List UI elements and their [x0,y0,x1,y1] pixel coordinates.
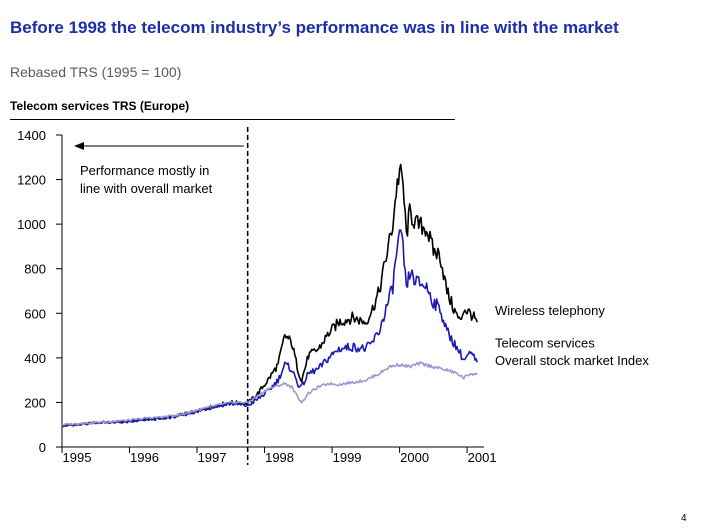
panel-divider-rule [10,119,455,120]
x-tick-label: 2001 [468,450,497,465]
y-tick-label: 1200 [17,173,46,188]
x-tick-label: 1998 [265,450,294,465]
series-line-telecom-services [61,229,478,428]
y-tick-label: 600 [24,306,46,321]
chart-panel-title: Telecom services TRS (Europe) [10,99,190,113]
page-subtitle: Rebased TRS (1995 = 100) [10,64,182,80]
x-tick-label: 1996 [130,450,159,465]
x-tick-label: 2000 [400,450,429,465]
x-tick-label: 1999 [333,450,362,465]
y-tick-label: 200 [24,395,46,410]
period-arrow-head [74,142,84,150]
series-line-overall-market [61,361,478,426]
series-line-wireless-telephony [61,163,478,427]
y-tick-label: 1000 [17,217,46,232]
page-title: Before 1998 the telecom industry’s perfo… [10,18,619,37]
y-tick-label: 400 [24,351,46,366]
series-label-telecom-services: Telecom services [495,335,595,350]
annotation-text-line: Performance mostly in [80,163,209,178]
series-label-overall-market: Overall stock market Index [495,353,649,368]
page-number: 4 [681,513,687,524]
series-label-wireless-telephony: Wireless telephony [495,303,605,318]
x-tick-label: 1997 [198,450,227,465]
y-tick-label: 1400 [17,128,46,143]
annotation-text-line: line with overall market [80,181,213,196]
y-tick-label: 800 [24,262,46,277]
y-tick-label: 0 [39,440,46,455]
x-tick-label: 1995 [63,450,92,465]
